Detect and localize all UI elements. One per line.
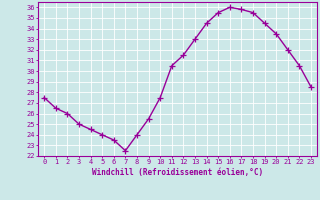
X-axis label: Windchill (Refroidissement éolien,°C): Windchill (Refroidissement éolien,°C) — [92, 168, 263, 177]
